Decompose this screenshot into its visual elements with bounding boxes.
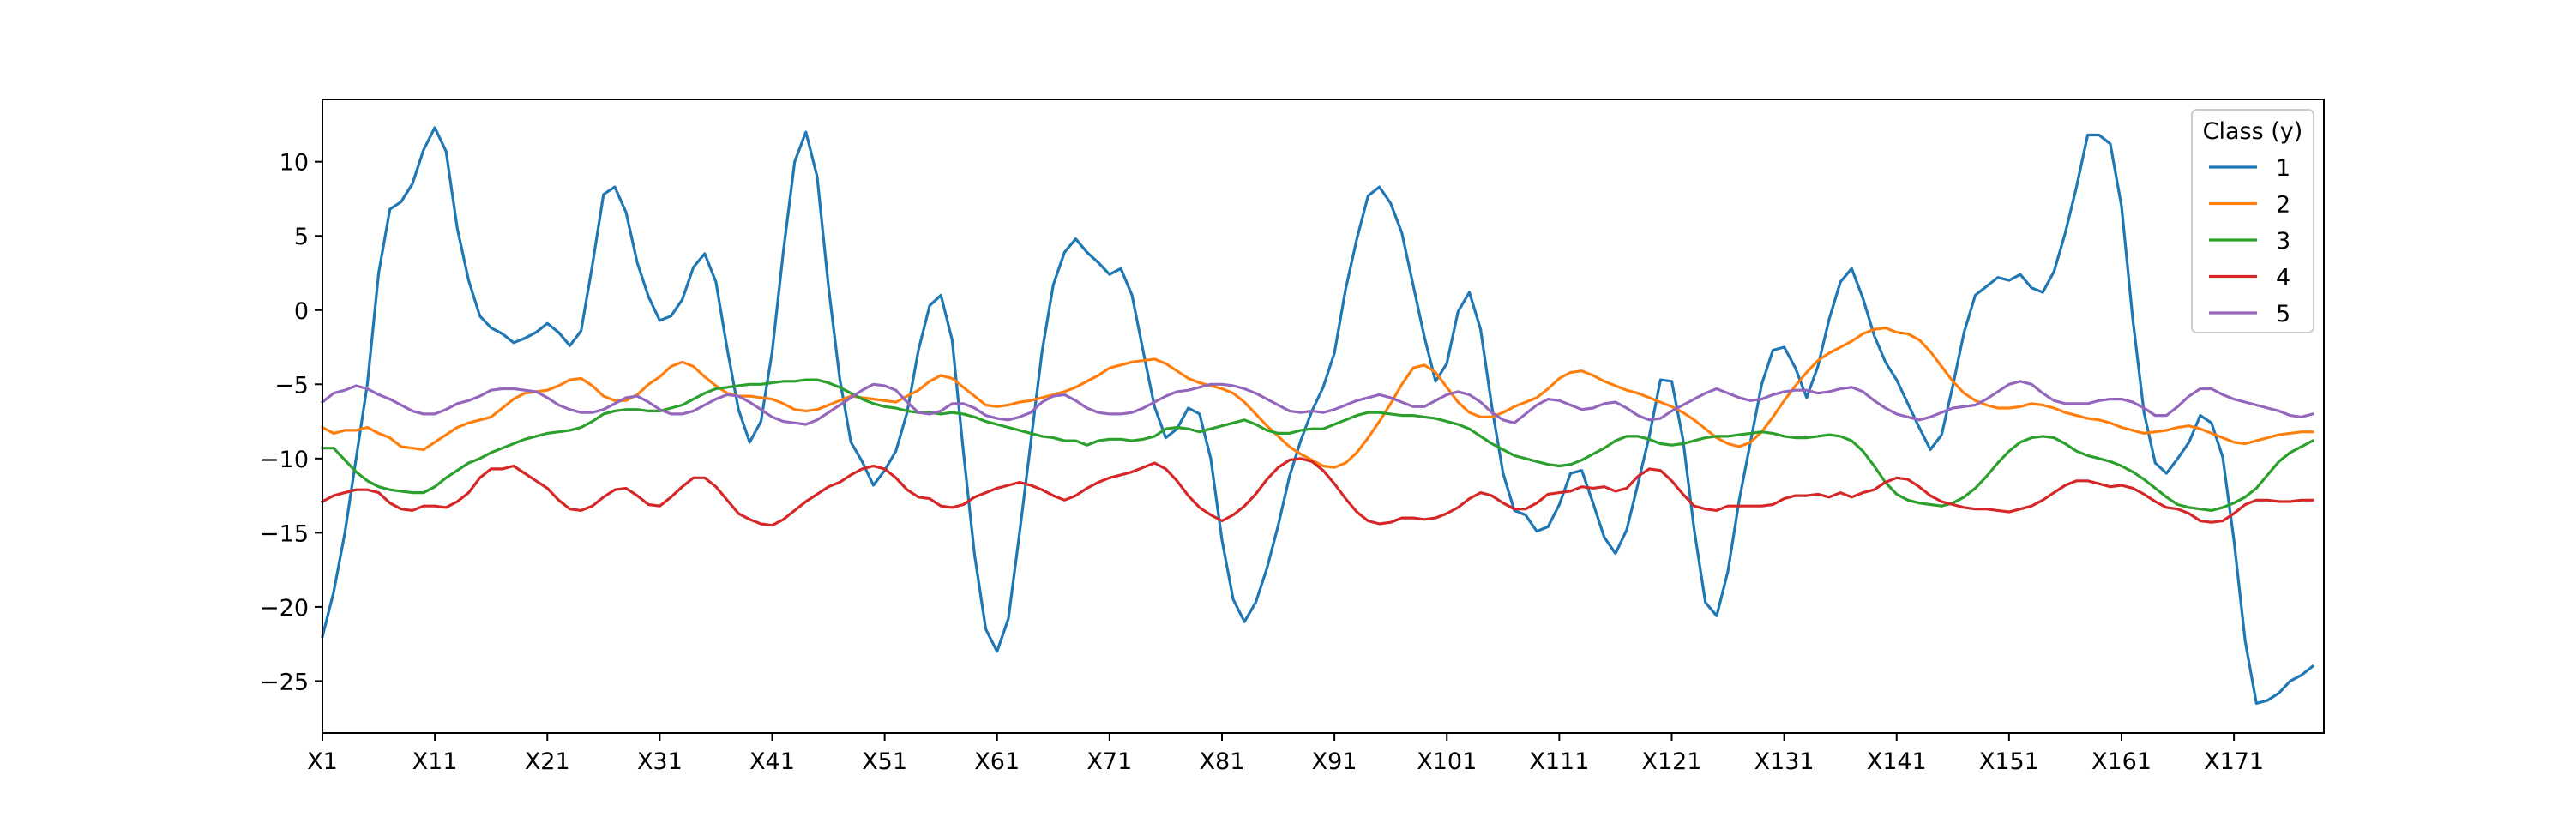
legend-label-3: 3 [2276,228,2290,255]
x-tick-label: X81 [1200,748,1245,775]
y-tick-label: −15 [260,520,309,547]
legend-label-5: 5 [2276,301,2290,327]
x-tick-label: X21 [525,748,570,775]
plot-frame [322,99,2325,734]
legend-items: 1 2 3 4 5 [2209,155,2290,327]
y-tick-label: 5 [294,224,309,250]
x-tick-label: X41 [749,748,795,775]
series-line-5 [320,380,2314,426]
x-tick-label: X101 [1417,748,1477,775]
y-tick-label: 10 [280,150,309,177]
legend-label-2: 2 [2276,192,2290,219]
legend-title: Class (y) [2203,118,2303,145]
x-tick-label: X121 [1641,748,1701,775]
x-tick-label: X1 [307,748,338,775]
x-tick-label: X61 [974,748,1020,775]
x-tick-label: X161 [2091,748,2152,775]
y-tick-label: −20 [260,595,309,622]
x-tick-label: X141 [1867,748,1927,775]
x-tick-label: X151 [1979,748,2039,775]
series-line-4 [320,457,2314,527]
y-tick-label: 0 [294,298,309,325]
legend-label-4: 4 [2276,265,2290,291]
y-tick-label: −5 [274,372,309,399]
x-tick-label: X111 [1529,748,1589,775]
series-lines [320,126,2315,705]
legend-label-1: 1 [2276,155,2290,182]
x-tick-label: X11 [412,748,458,775]
series-line-1 [321,126,2315,705]
x-tick-label: X131 [1754,748,1815,775]
x-tick-label: X91 [1312,748,1357,775]
x-axis: X1 X11 X21 X31 X41 X51 X61 X71 X81 X91 X101 X111 X12… [307,733,2264,775]
x-tick-label: X71 [1086,748,1132,775]
x-tick-label: X51 [862,748,907,775]
y-tick-label: −25 [260,669,309,695]
y-axis: 10 5 0 −5 −10 −15 −20 −25 [260,150,322,695]
x-tick-label: X31 [637,748,683,775]
x-tick-label: X171 [2204,748,2264,775]
legend: Class (y) 1 2 3 4 5 [2191,109,2314,333]
series-line-3 [321,378,2315,512]
y-tick-label: −10 [260,447,309,473]
